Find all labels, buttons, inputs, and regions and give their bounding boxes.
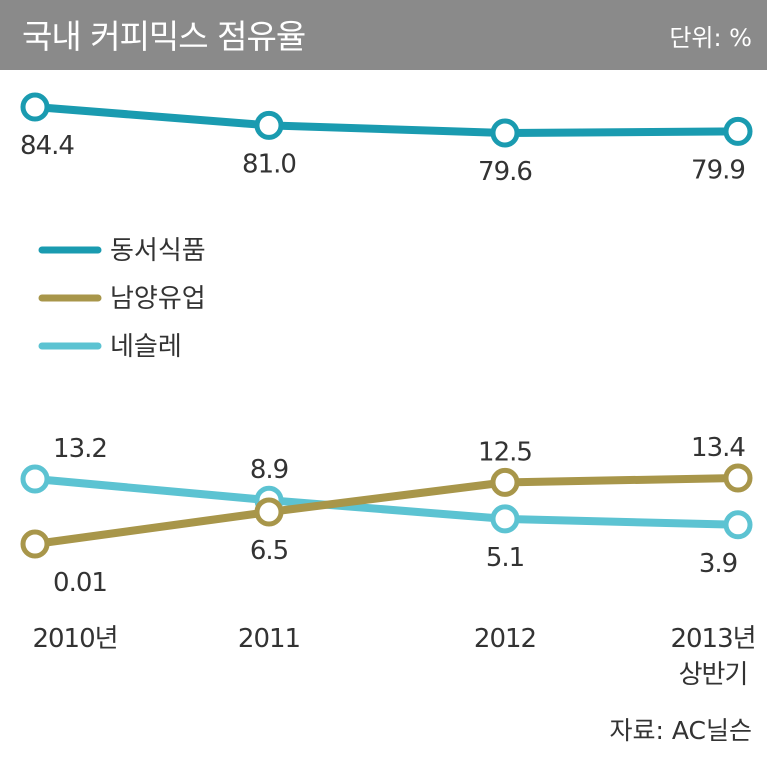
data-label-namyang-2: 12.5 (478, 437, 532, 467)
unit-label: 단위: % (669, 24, 752, 52)
data-label-namyang-1: 6.5 (250, 536, 288, 566)
point-nestle-3 (723, 510, 753, 540)
point-nestle-0 (20, 464, 50, 494)
series-line-namyang (31, 474, 742, 548)
legend: 동서식품 남양유업 네슬레 (38, 236, 206, 362)
data-label-nestle-2: 5.1 (486, 543, 524, 573)
data-label-nestle-3: 3.9 (699, 549, 737, 579)
data-label-nestle-0: 13.2 (53, 434, 107, 464)
x-axis-labels: 2010년 2011 2012 2013년 상반기 (32, 624, 756, 690)
point-namyang-0 (20, 529, 50, 559)
title-bar (0, 0, 767, 70)
point-namyang-2 (490, 467, 520, 497)
point-nestle-2 (490, 504, 520, 534)
point-dongsuh-0 (20, 92, 50, 122)
point-dongsuh-1 (254, 110, 284, 140)
x-tick-2010: 2010년 (32, 624, 117, 654)
point-namyang-1 (254, 497, 284, 527)
point-namyang-3 (723, 463, 753, 493)
data-label-dongsuh-2: 79.6 (478, 157, 532, 187)
x-tick-2011: 2011 (238, 624, 300, 654)
x-tick-2013: 2013년 (670, 624, 755, 654)
data-label-dongsuh-3: 79.9 (691, 155, 745, 185)
source-note: 자료: AC닐슨 (610, 716, 753, 745)
chart-title: 국내 커피믹스 점유율 (22, 17, 305, 56)
series-line-nestle (31, 475, 742, 529)
data-label-dongsuh-1: 81.0 (242, 149, 296, 179)
point-dongsuh-3 (723, 116, 753, 146)
legend-label-dongsuh: 동서식품 (110, 236, 206, 266)
data-label-nestle-1: 8.9 (250, 455, 288, 485)
series-line-dongsuh (31, 103, 742, 137)
legend-label-namyang: 남양유업 (110, 284, 206, 314)
x-tick-2012: 2012 (474, 624, 536, 654)
x-tick-2013-sub: 상반기 (679, 660, 748, 690)
data-label-namyang-0: 0.01 (53, 568, 107, 598)
data-label-namyang-3: 13.4 (691, 433, 745, 463)
point-dongsuh-2 (490, 118, 520, 148)
data-label-dongsuh-0: 84.4 (20, 131, 74, 161)
legend-label-nestle: 네슬레 (110, 332, 182, 362)
